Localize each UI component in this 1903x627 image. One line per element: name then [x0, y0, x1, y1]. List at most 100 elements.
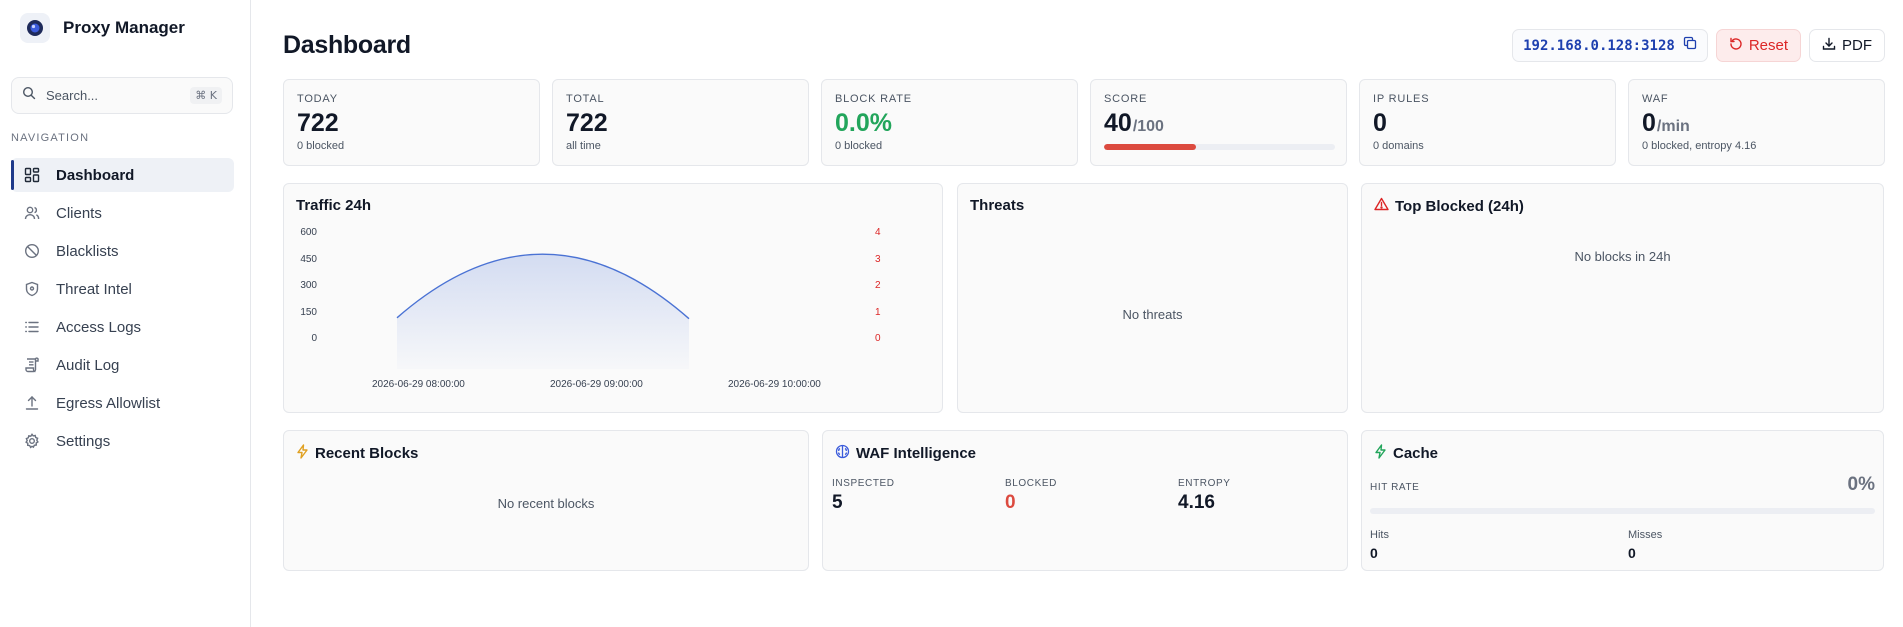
threats-empty-message: No threats: [1122, 307, 1183, 322]
sidebar-item-access-logs[interactable]: Access Logs: [11, 310, 234, 344]
cache-misses: Misses 0: [1628, 529, 1662, 561]
zap-icon: [1374, 444, 1387, 463]
y-tick-label: 150: [300, 306, 317, 318]
panel-title: WAF Intelligence: [835, 444, 976, 463]
x-tick-label: 2026-06-29 10:00:00: [728, 379, 821, 390]
x-tick-label: 2026-06-29 09:00:00: [550, 379, 643, 390]
sidebar-item-clients[interactable]: Clients: [11, 196, 234, 230]
panel-title: Cache: [1374, 444, 1438, 463]
stat-value: 722: [297, 109, 526, 138]
y-tick-label: 300: [300, 280, 317, 291]
waf-intelligence-panel: WAF Intelligence INSPECTED 5 BLOCKED 0 E…: [822, 430, 1348, 571]
sidebar-item-label: Access Logs: [56, 318, 142, 336]
sidebar-item-egress-allowlist[interactable]: Egress Allowlist: [11, 386, 234, 420]
copy-icon[interactable]: [1683, 36, 1697, 55]
stat-card-total: TOTAL 722 all time: [552, 79, 809, 166]
sidebar-item-threat-intel[interactable]: Threat Intel: [11, 272, 234, 306]
search-icon: [22, 86, 36, 105]
rotate-icon: [1729, 37, 1743, 55]
gear-icon: [23, 432, 41, 450]
pdf-button[interactable]: PDF: [1809, 29, 1885, 62]
y2-tick-label: 1: [875, 306, 881, 318]
warning-icon: [1374, 197, 1389, 215]
cache-hits: Hits 0: [1370, 529, 1389, 561]
stat-card-ip-rules: IP RULES 0 0 domains: [1359, 79, 1616, 166]
waf-inspected-value: 5: [832, 492, 843, 513]
brain-icon: [835, 444, 850, 463]
sidebar-item-label: Dashboard: [56, 166, 135, 184]
stat-label: WAF: [1642, 93, 1669, 105]
reset-button[interactable]: Reset: [1715, 29, 1801, 62]
sidebar-item-label: Blacklists: [56, 242, 119, 260]
sidebar-item-settings[interactable]: Settings: [11, 424, 234, 458]
stat-sub: 0 blocked: [835, 140, 883, 152]
panel-title: Top Blocked (24h): [1374, 197, 1524, 215]
x-tick-label: 2026-06-29 08:00:00: [372, 379, 465, 390]
panel-title-text: Top Blocked (24h): [1395, 197, 1524, 215]
pdf-label: PDF: [1842, 37, 1872, 54]
panel-title-text: Cache: [1393, 445, 1439, 462]
proxy-address[interactable]: 192.168.0.128:3128: [1512, 29, 1708, 62]
stat-value-number: 0.0%: [835, 109, 892, 137]
stat-label: SCORE: [1104, 93, 1148, 105]
header-actions: 192.168.0.128:3128 Reset PDF: [1512, 29, 1885, 62]
waf-inspected: INSPECTED 5: [832, 478, 895, 514]
cache-hit-rate-label: HIT RATE: [1370, 482, 1420, 493]
cache-panel: Cache HIT RATE 0% Hits 0 Misses 0: [1361, 430, 1884, 571]
cache-hits-label: Hits: [1370, 529, 1389, 541]
stat-sub: all time: [566, 140, 601, 152]
search-input[interactable]: Search...: [46, 88, 99, 103]
waf-blocked: BLOCKED 0: [1005, 478, 1057, 514]
stat-label: TOTAL: [566, 93, 605, 105]
cache-hit-rate-bar: [1370, 508, 1875, 514]
cache-hit-rate-value: 0%: [1847, 474, 1875, 495]
y2-tick-label: 2: [875, 280, 881, 291]
stat-value: 0: [1373, 109, 1602, 138]
stat-value-number: 40: [1104, 109, 1132, 137]
shield-icon: [23, 280, 41, 298]
panel-title: Recent Blocks: [296, 444, 418, 463]
top-blocked-empty-message: No blocks in 24h: [1574, 249, 1671, 264]
stat-value-number: 0: [1373, 109, 1387, 137]
stat-label: IP RULES: [1373, 93, 1430, 105]
sidebar-item-label: Egress Allowlist: [56, 394, 161, 412]
stat-value-number: 722: [297, 109, 339, 137]
stat-value-number: 722: [566, 109, 608, 137]
sidebar-item-blacklists[interactable]: Blacklists: [11, 234, 234, 268]
sidebar-item-audit-log[interactable]: Audit Log: [11, 348, 234, 382]
search-shortcut: ⌘ K: [190, 87, 222, 104]
threats-panel: Threats No threats: [957, 183, 1348, 413]
sidebar-item-label: Clients: [56, 204, 102, 222]
waf-entropy-label: ENTROPY: [1178, 478, 1231, 489]
brand[interactable]: Proxy Manager: [20, 13, 185, 43]
waf-blocked-label: BLOCKED: [1005, 478, 1057, 489]
cache-misses-value: 0: [1628, 545, 1636, 561]
sidebar-item-label: Audit Log: [56, 356, 120, 374]
sidebar-item-label: Settings: [56, 432, 111, 450]
recent-blocks-panel: Recent Blocks No recent blocks: [283, 430, 809, 571]
dashboard-icon: [23, 166, 41, 184]
y-tick-label: 450: [300, 253, 317, 265]
stat-card-block-rate: BLOCK RATE 0.0% 0 blocked: [821, 79, 1078, 166]
stat-label: BLOCK RATE: [835, 93, 912, 105]
traffic-line: [396, 253, 690, 320]
search-box[interactable]: Search... ⌘ K: [11, 77, 233, 114]
logo-icon: [20, 13, 50, 43]
y2-tick-label: 4: [875, 227, 881, 238]
stat-unit: /100: [1132, 118, 1164, 135]
y2-tick-label: 3: [875, 253, 881, 265]
ban-icon: [23, 242, 41, 260]
sidebar: Proxy Manager Search... ⌘ K NAVIGATION D…: [0, 0, 251, 627]
y-tick-label: 0: [311, 333, 317, 344]
cache-misses-label: Misses: [1628, 529, 1663, 541]
stat-card-waf: WAF 0/min 0 blocked, entropy 4.16: [1628, 79, 1885, 166]
waf-entropy: ENTROPY 4.16: [1178, 478, 1231, 514]
panel-title-text: Recent Blocks: [315, 445, 419, 462]
sidebar-item-dashboard[interactable]: Dashboard: [11, 158, 234, 192]
stat-value: 0/min: [1642, 109, 1871, 138]
stat-sub: 0 blocked: [297, 140, 345, 152]
proxy-address-text: 192.168.0.128:3128: [1523, 37, 1675, 54]
sidebar-item-label: Threat Intel: [56, 280, 132, 298]
cache-hits-value: 0: [1370, 545, 1378, 561]
y-tick-label: 600: [300, 227, 317, 238]
